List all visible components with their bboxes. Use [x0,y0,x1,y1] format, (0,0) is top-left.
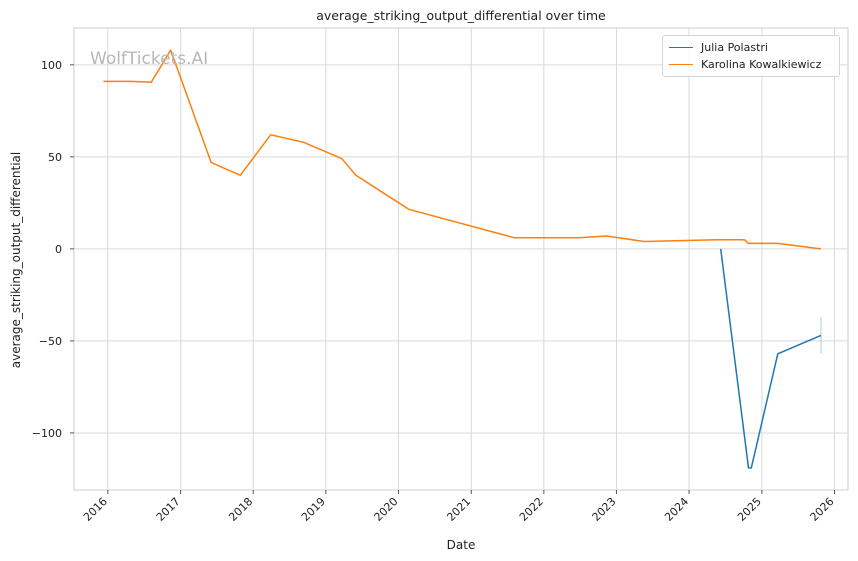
legend-label-julia-polastri: Julia Polastri [701,41,768,54]
legend-swatch-karolina-kowalkiewicz [669,64,693,65]
x-tick-label: 2025 [735,495,764,524]
series-line-julia-polastri [719,248,822,469]
x-tick-label: 2018 [226,495,255,524]
x-tick-label: 2016 [81,495,110,524]
x-tick-label: 2023 [590,495,619,524]
x-tick-label: 2021 [444,495,473,524]
x-tick-label: 2022 [517,495,546,524]
legend-swatch-julia-polastri [669,47,693,48]
legend: Julia Polastri Karolina Kowalkiewicz [662,35,840,77]
series-line-karolina-kowalkiewicz [103,49,821,250]
x-tick-label: 2024 [662,495,691,524]
y-tick-label: −100 [32,427,62,440]
y-tick-label: 50 [48,151,62,164]
y-tick-label: −50 [39,335,62,348]
x-tick-label: 2019 [299,495,328,524]
legend-item-julia-polastri: Julia Polastri [669,39,833,56]
legend-item-karolina-kowalkiewicz: Karolina Kowalkiewicz [669,56,833,73]
legend-label-karolina-kowalkiewicz: Karolina Kowalkiewicz [701,58,822,71]
x-axis-ticks: 2016 2017 2018 2019 2020 2021 2022 2023 2024 2025… [81,490,837,524]
x-tick-label: 2020 [372,495,401,524]
y-axis-label: average_striking_output_differential [9,151,23,369]
y-tick-label: 0 [55,243,62,256]
y-axis-ticks: 100 50 0 −50 −100 [32,59,74,440]
watermark: WolfTickets.AI [90,49,209,69]
gridlines [74,28,848,490]
plot-area [73,27,849,491]
y-tick-label: 100 [41,59,62,72]
x-axis-label: Date [446,538,476,552]
x-tick-label: 2017 [154,495,183,524]
chart-title: average_striking_output_differential ove… [316,8,606,23]
series-lines [103,49,822,469]
x-tick-label: 2026 [808,495,837,524]
